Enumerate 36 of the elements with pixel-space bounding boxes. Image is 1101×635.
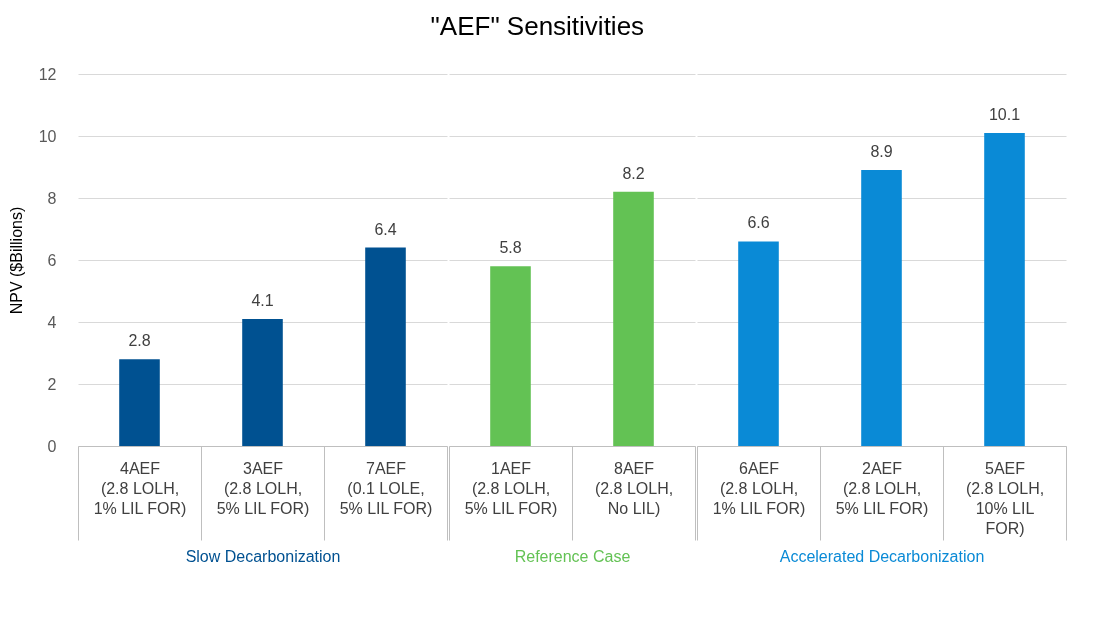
y-tick-label: 2 (47, 375, 57, 393)
chart-title: "AEF" Sensitivities (430, 11, 645, 41)
y-tick-label: 0 (47, 437, 57, 455)
text: Reference Case (514, 548, 631, 565)
bar (738, 241, 779, 446)
bar (365, 247, 406, 446)
x-tick-label: 4AEF (2.8 LOLH, 1% LIL FOR) (93, 459, 187, 517)
data-label: 2.8 (128, 332, 151, 350)
text: Accelerated Decarbonization (779, 548, 985, 565)
x-tick-label: 5AEF (2.8 LOLH, 10% LIL FOR) (965, 459, 1045, 537)
bar (242, 318, 283, 446)
y-tick-label: 10 (38, 127, 57, 145)
x-tick-label: 1AEF (2.8 LOLH, 5% LIL FOR) (464, 459, 558, 517)
data-label: 4.1 (251, 291, 274, 309)
bar (613, 191, 654, 446)
y-axis-title: NPV ($Billions) (7, 206, 25, 315)
data-label: 10.1 (988, 105, 1021, 123)
data-label: 8.2 (622, 164, 645, 182)
bar (490, 266, 531, 446)
y-tick-label: 8 (47, 189, 57, 207)
y-tick-label: 4 (47, 313, 57, 331)
bar (861, 170, 902, 446)
x-tick-label: 6AEF (2.8 LOLH, 1% LIL FOR) (712, 459, 806, 517)
text: Slow Decarbonization (185, 548, 341, 565)
y-tick-label: 12 (38, 65, 57, 83)
x-tick-label: 3AEF (2.8 LOLH, 5% LIL FOR) (216, 459, 310, 517)
x-tick-label: 8AEF (2.8 LOLH, No LIL) (594, 459, 674, 517)
x-tick-label: 2AEF (2.8 LOLH, 5% LIL FOR) (835, 459, 929, 517)
bar (119, 359, 160, 446)
data-label: 8.9 (870, 143, 893, 161)
data-label: 6.4 (374, 220, 397, 238)
bar (984, 132, 1025, 446)
data-label: 6.6 (747, 214, 770, 232)
data-label: 5.8 (499, 239, 522, 257)
y-tick-label: 6 (47, 251, 57, 269)
x-tick-label: 7AEF (0.1 LOLE, 5% LIL FOR) (339, 459, 433, 517)
